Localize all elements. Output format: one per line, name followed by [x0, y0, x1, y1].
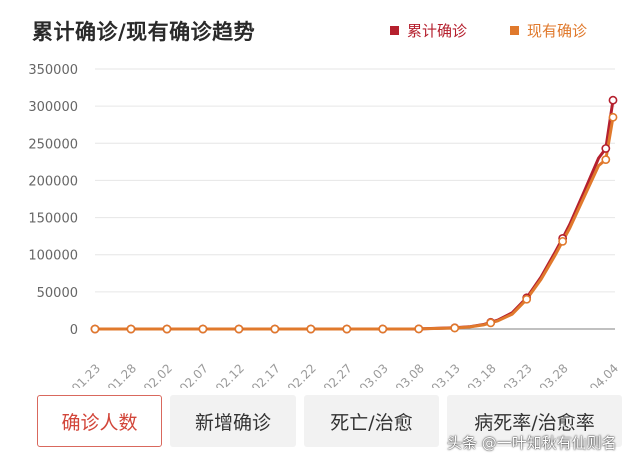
x-tick-label: 03.13	[429, 361, 463, 388]
y-tick-label: 50000	[37, 286, 78, 301]
data-point-current	[198, 324, 208, 334]
gridlines	[95, 68, 615, 330]
x-axis-ticks: 01.23 01.28 02.02 02.07 02.12 02.17 02.22 02.27…	[69, 361, 621, 388]
y-tick-label: 300000	[28, 100, 78, 115]
x-tick-label: 02.22	[285, 361, 319, 388]
data-point-current	[608, 112, 618, 122]
data-point-current	[450, 323, 460, 333]
x-tick-label: 02.17	[249, 361, 283, 388]
y-tick-label: 0	[70, 323, 78, 338]
y-tick-label: 350000	[28, 63, 78, 78]
series-line-current	[93, 115, 615, 331]
y-axis-ticks: 0 50000 100000 150000 200000 250000 300000 3500…	[28, 63, 78, 338]
x-tick-label: 02.02	[141, 361, 175, 388]
tab-confirmed-count[interactable]: 确诊人数	[37, 395, 162, 447]
legend-label-cumulative: 累计确诊	[407, 22, 468, 40]
x-tick-label: 01.23	[69, 361, 103, 388]
metric-tabs: 确诊人数 新增确诊 死亡/治愈 病死率/治愈率	[0, 395, 640, 451]
data-point-current	[486, 318, 496, 328]
data-point-current	[378, 324, 388, 334]
data-point-current	[522, 294, 532, 304]
x-tick-label: 01.28	[105, 361, 139, 388]
data-point-current	[270, 324, 280, 334]
data-point-current	[414, 324, 424, 334]
y-tick-label: 150000	[28, 212, 78, 227]
x-tick-label: 03.03	[357, 361, 391, 388]
x-tick-label: 03.28	[537, 361, 571, 388]
legend-item-current[interactable]: 现有确诊	[510, 20, 587, 41]
watermark: 头条 @一叶知秋有仙则名	[447, 434, 617, 452]
series-lines	[93, 98, 615, 331]
data-point-current	[601, 155, 611, 165]
series-line-cumulative	[93, 98, 615, 331]
legend-label-current: 现有确诊	[527, 22, 588, 40]
line-chart: 0 50000 100000 150000 200000 250000 300000 3500…	[28, 63, 621, 388]
data-point-current	[558, 236, 568, 246]
data-point-cumulative	[601, 144, 611, 153]
chart-header: 累计确诊/现有确诊趋势 累计确诊 现有确诊	[0, 0, 640, 58]
tab-deaths-recovered[interactable]: 死亡/治愈	[304, 395, 439, 447]
y-tick-label: 100000	[28, 249, 78, 264]
chart-title: 累计确诊/现有确诊趋势	[32, 20, 256, 44]
legend-item-cumulative[interactable]: 累计确诊	[390, 20, 467, 41]
legend-swatch-current	[510, 26, 519, 35]
data-point-current	[234, 324, 244, 334]
series-markers	[90, 95, 618, 334]
x-tick-label: 03.18	[465, 361, 499, 388]
data-point-current	[306, 324, 316, 334]
x-tick-label: 02.12	[213, 361, 247, 388]
data-point-current	[342, 324, 352, 334]
y-tick-label: 250000	[28, 137, 78, 152]
data-point-current	[162, 324, 172, 334]
data-point-cumulative	[608, 95, 618, 105]
x-tick-label: 04.04	[587, 361, 621, 388]
x-tick-label: 03.08	[393, 361, 427, 388]
tab-new-confirmed[interactable]: 新增确诊	[170, 395, 296, 447]
tab-fatality-recovery-rate[interactable]: 病死率/治愈率	[447, 395, 622, 447]
data-point-current	[90, 324, 100, 334]
x-tick-label: 03.23	[501, 361, 535, 388]
x-tick-label: 02.27	[321, 361, 355, 388]
x-tick-label: 02.07	[177, 361, 211, 388]
data-point-current	[126, 324, 136, 334]
y-tick-label: 200000	[28, 174, 78, 189]
legend-swatch-cumulative	[390, 26, 399, 35]
